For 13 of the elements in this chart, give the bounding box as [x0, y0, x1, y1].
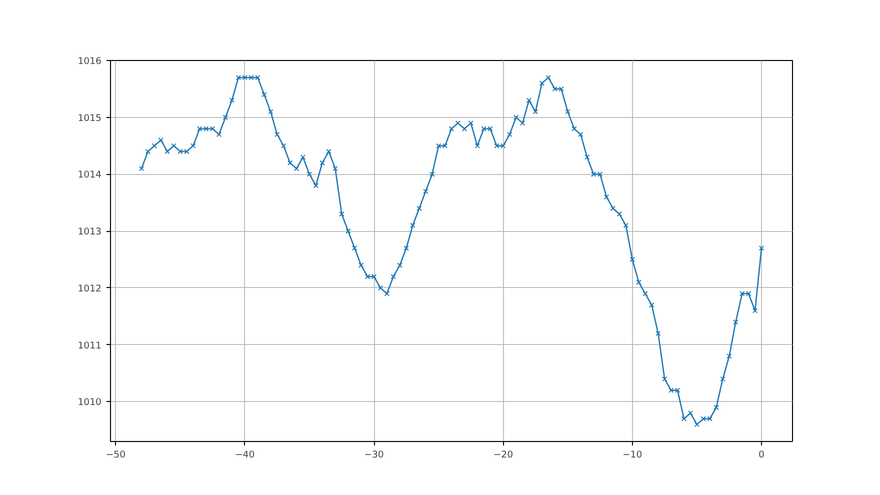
x-tick-label: 0 — [758, 450, 765, 460]
x-tick-label: −20 — [493, 450, 514, 460]
x-tick-label: −10 — [622, 450, 642, 460]
y-tick-label: 1013 — [78, 226, 102, 238]
x-tick-label: −40 — [234, 450, 255, 460]
y-tick-label: 1011 — [78, 340, 102, 352]
y-tick-label: 1015 — [78, 112, 102, 124]
y-tick-label: 1012 — [78, 283, 102, 294]
y-tick-label: 1016 — [78, 56, 102, 67]
x-tick-label: −50 — [106, 450, 126, 460]
y-tick-label: 1014 — [78, 170, 102, 181]
x-tick-label: −30 — [364, 450, 384, 460]
y-tick-label: 1010 — [78, 397, 102, 408]
